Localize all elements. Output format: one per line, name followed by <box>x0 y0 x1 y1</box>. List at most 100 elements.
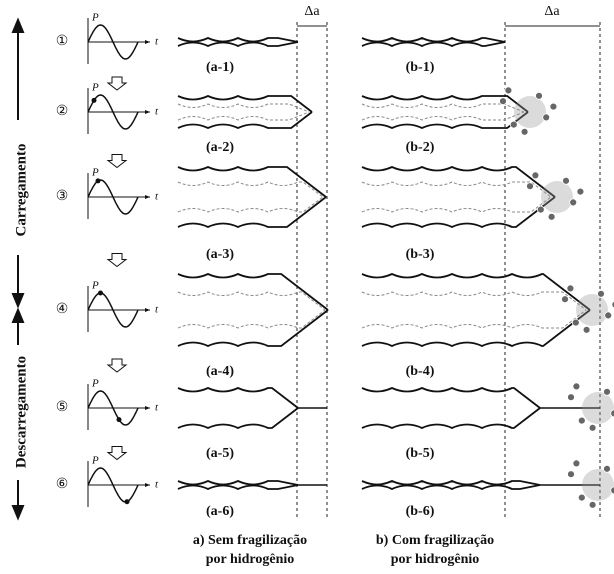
hydrogen-cloud <box>582 469 614 501</box>
hydrogen-atom <box>572 459 581 468</box>
delta-a-label: Δa <box>544 4 560 19</box>
hydrogen-atom <box>542 113 551 122</box>
t-label: t <box>155 479 159 491</box>
caption: por hidrogênio <box>206 552 295 567</box>
arrowhead <box>11 17 25 33</box>
step-number: ① <box>56 34 69 49</box>
load-curve <box>87 292 139 328</box>
hydrogen-atom <box>526 182 534 191</box>
load-curve <box>87 94 139 130</box>
load-curve <box>87 24 139 60</box>
axis-arrow <box>145 483 150 487</box>
crack-face <box>177 291 326 311</box>
crack-face <box>361 103 525 113</box>
hydrogen-atom <box>567 470 575 479</box>
crack-label: (a-5) <box>206 446 234 461</box>
step-arrow <box>106 154 128 169</box>
crack-face <box>177 111 310 121</box>
crack-face <box>361 166 556 198</box>
crack-label: (b-5) <box>406 446 435 461</box>
hydrogen-cloud <box>514 96 546 128</box>
t-label: t <box>155 106 159 118</box>
axis-arrow <box>145 40 150 44</box>
load-point <box>124 499 130 505</box>
caption: b) Com fragilização <box>376 533 494 548</box>
arrowhead <box>11 307 25 323</box>
axis-arrow <box>145 308 150 312</box>
hydrogen-atom <box>561 295 569 304</box>
crack-face <box>361 291 587 311</box>
hydrogen-atom <box>520 127 529 136</box>
hydrogen-atom <box>597 289 605 298</box>
load-point <box>91 97 97 103</box>
step-number: ④ <box>56 302 69 317</box>
crack-face <box>177 387 299 409</box>
crack-label: (b-2) <box>406 140 435 155</box>
step-number: ⑤ <box>56 400 69 415</box>
hydrogen-atom <box>562 176 570 185</box>
crack-label: (a-6) <box>206 504 234 519</box>
step-arrow <box>106 446 128 461</box>
caption: por hidrogênio <box>391 552 480 567</box>
crack-face <box>361 181 552 198</box>
crack-face <box>361 309 587 329</box>
hydrogen-cloud <box>576 294 608 326</box>
step-arrow <box>106 358 128 373</box>
crack-face <box>361 387 541 409</box>
axis-arrow <box>145 195 150 199</box>
hydrogen-atom <box>611 300 614 309</box>
t-label: t <box>155 402 159 414</box>
load-point <box>95 178 101 184</box>
crack-face <box>177 37 299 43</box>
hydrogen-atom <box>567 393 575 402</box>
crack-label: (a-4) <box>206 364 234 379</box>
hydrogen-atom <box>588 500 597 509</box>
t-label: t <box>155 36 159 48</box>
hydrogen-atom <box>604 311 613 320</box>
load-point <box>116 417 122 423</box>
p-label: P <box>91 378 99 390</box>
crack-face <box>361 196 556 228</box>
step-number: ⑥ <box>56 477 69 492</box>
p-label: P <box>91 12 99 24</box>
hydrogen-atom <box>603 387 611 396</box>
crack-label: (a-3) <box>206 247 234 262</box>
caption: a) Sem fragilização <box>193 533 307 548</box>
crack-face <box>361 309 591 347</box>
axis-arrow <box>145 110 150 114</box>
hydrogen-atom <box>536 205 545 214</box>
crack-face <box>361 95 529 113</box>
hydrogen-cloud <box>582 392 614 424</box>
crack-face <box>361 273 591 311</box>
hydrogen-atom <box>531 171 540 180</box>
hydrogen-atom <box>603 464 611 473</box>
hydrogen-atom <box>577 416 586 425</box>
crack-face <box>177 181 324 198</box>
arrowhead <box>11 293 25 309</box>
hydrogen-atom <box>577 493 586 502</box>
hydrogen-atom <box>547 212 556 221</box>
hydrogen-atom <box>610 409 614 418</box>
p-label: P <box>91 167 99 179</box>
hydrogen-atom <box>571 318 580 327</box>
t-label: t <box>155 191 159 203</box>
crack-face <box>177 309 329 347</box>
crack-face <box>361 111 529 129</box>
crack-face <box>177 480 299 486</box>
crack-face <box>361 407 541 429</box>
crack-label: (a-2) <box>206 140 234 155</box>
crack-face <box>177 273 329 311</box>
crack-face <box>177 407 299 429</box>
axis-arrow <box>145 406 150 410</box>
crack-label: (a-1) <box>206 60 234 75</box>
arrowhead <box>11 505 25 521</box>
t-label: t <box>155 304 159 316</box>
hydrogen-atom <box>610 486 614 495</box>
hydrogen-atom <box>572 382 581 391</box>
crack-face <box>361 41 506 47</box>
crack-face <box>361 37 506 43</box>
step-arrow <box>106 76 128 91</box>
loading-label: Carregamento <box>13 143 29 236</box>
crack-label: (b-4) <box>406 364 435 379</box>
